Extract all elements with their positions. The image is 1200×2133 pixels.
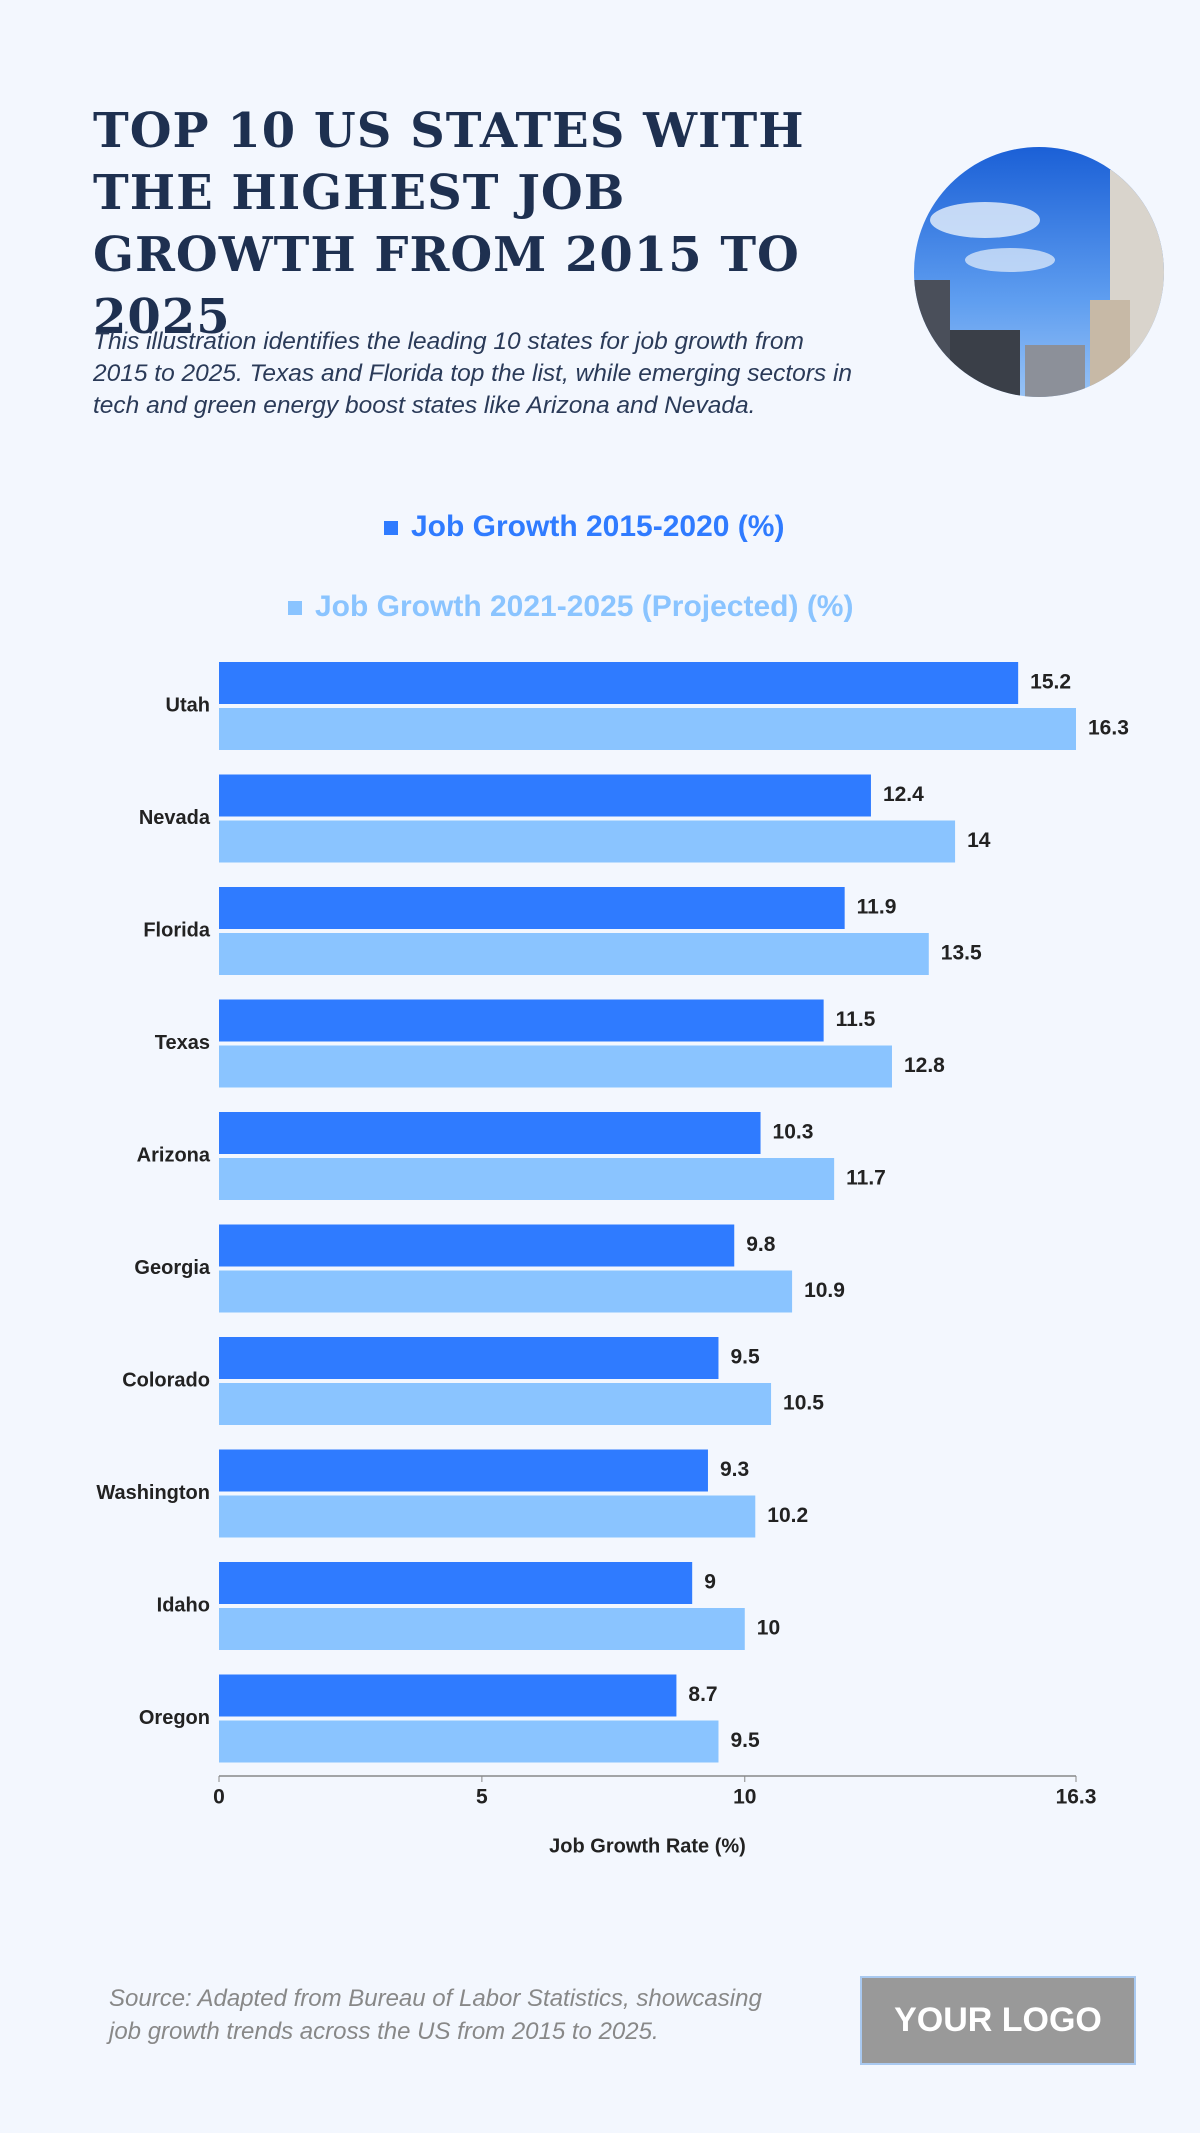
bar bbox=[219, 662, 1019, 704]
bar bbox=[219, 1270, 793, 1313]
value-label: 9 bbox=[704, 1571, 716, 1594]
value-label: 11.5 bbox=[836, 1008, 876, 1031]
y-tick-label: Texas bbox=[155, 1032, 210, 1054]
bar bbox=[219, 1224, 735, 1267]
value-label: 10.9 bbox=[804, 1279, 845, 1302]
chart-title: TOP 10 US STATES WITH THE HIGHEST JOB GR… bbox=[93, 103, 805, 345]
value-label: 9.5 bbox=[730, 1346, 760, 1369]
value-label: 9.5 bbox=[730, 1729, 760, 1752]
bar bbox=[219, 1337, 719, 1379]
bar bbox=[219, 774, 871, 817]
x-tick-label: 5 bbox=[476, 1786, 488, 1809]
bar bbox=[219, 820, 956, 863]
legend-label: Job Growth 2015-2020 (%) bbox=[411, 510, 784, 543]
value-label: 10 bbox=[757, 1617, 780, 1640]
legend-swatch bbox=[288, 601, 302, 615]
bar bbox=[219, 1562, 693, 1604]
y-tick-label: Oregon bbox=[139, 1707, 210, 1729]
y-tick-label: Idaho bbox=[157, 1594, 210, 1616]
y-tick-label: Arizona bbox=[137, 1144, 211, 1166]
logo: YOUR LOGO bbox=[894, 2001, 1102, 2039]
value-label: 16.3 bbox=[1088, 717, 1129, 740]
bar bbox=[219, 999, 824, 1042]
value-label: 11.9 bbox=[857, 896, 897, 919]
bar bbox=[219, 887, 845, 929]
value-label: 13.5 bbox=[941, 942, 982, 965]
bar bbox=[219, 1720, 719, 1763]
logo-box bbox=[860, 1976, 1136, 2065]
bar bbox=[219, 1495, 756, 1538]
value-label: 9.8 bbox=[746, 1233, 776, 1256]
y-tick-label: Washington bbox=[96, 1482, 210, 1504]
bar bbox=[219, 1045, 892, 1088]
bar bbox=[219, 1158, 835, 1200]
value-label: 15.2 bbox=[1030, 671, 1071, 694]
value-label: 11.7 bbox=[846, 1167, 886, 1190]
plot-area: Job Growth 2015-2020 (%) Job Growth 2021-… bbox=[96, 510, 1129, 1857]
bar bbox=[219, 1674, 677, 1717]
bar bbox=[219, 933, 929, 975]
y-tick-label: Utah bbox=[166, 694, 210, 716]
legend-swatch bbox=[384, 521, 398, 535]
legend-label: Job Growth 2021-2025 (Projected) (%) bbox=[315, 590, 853, 623]
bar bbox=[219, 1449, 708, 1492]
x-tick-label: 0 bbox=[213, 1786, 225, 1809]
value-label: 8.7 bbox=[688, 1683, 717, 1706]
chart-subtitle: This illustration identifies the leading… bbox=[93, 328, 853, 419]
y-tick-label: Nevada bbox=[139, 807, 211, 829]
value-label: 12.4 bbox=[883, 783, 924, 806]
y-tick-label: Georgia bbox=[134, 1257, 210, 1279]
y-tick-label: Florida bbox=[143, 919, 211, 941]
value-label: 10.3 bbox=[773, 1121, 814, 1144]
bar bbox=[219, 708, 1076, 750]
x-tick-label: 10 bbox=[733, 1786, 756, 1809]
y-tick-label: Colorado bbox=[122, 1369, 210, 1391]
value-label: 9.3 bbox=[720, 1458, 749, 1481]
x-tick-label: 16.3 bbox=[1056, 1786, 1097, 1809]
value-label: 10.5 bbox=[783, 1392, 824, 1415]
x-axis-label: Job Growth Rate (%) bbox=[549, 1835, 746, 1857]
bar bbox=[219, 1112, 761, 1154]
value-label: 12.8 bbox=[904, 1054, 945, 1077]
bar bbox=[219, 1383, 772, 1425]
source: Source: Adapted from Bureau of Labor Sta… bbox=[109, 1985, 762, 2045]
value-label: 14 bbox=[967, 829, 991, 852]
value-label: 10.2 bbox=[767, 1504, 808, 1527]
photo bbox=[914, 147, 1164, 397]
bar bbox=[219, 1608, 745, 1650]
